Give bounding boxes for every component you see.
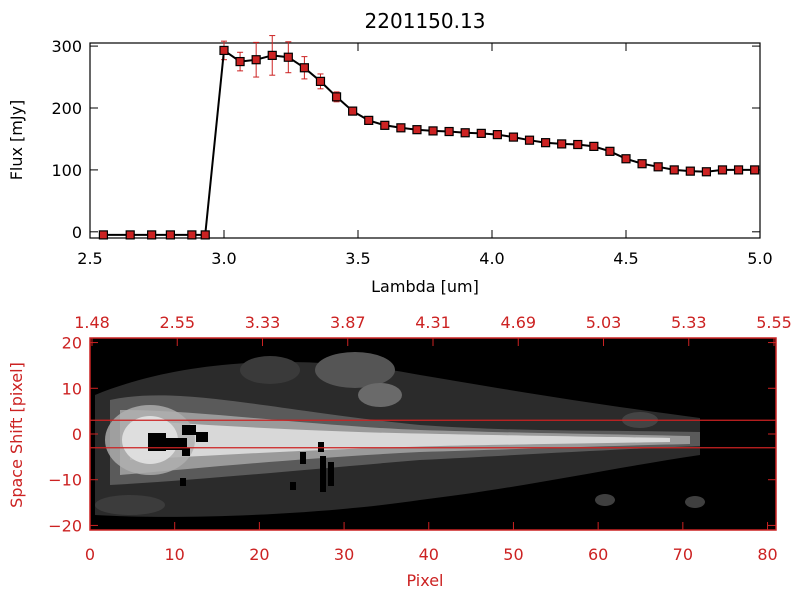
- spectrum-data-point: [717, 165, 728, 175]
- spectrum-data-point: [508, 132, 519, 142]
- spectrum-markers: [98, 45, 760, 240]
- spectral-image-y-axis-label: Space Shift [pixel]: [7, 362, 26, 508]
- spectral-image-y-ticks: −20 −10 0 10 20: [48, 334, 776, 535]
- spectrum-x-ticks: 2.5 3.0 3.5 4.0 4.5 5.0: [77, 43, 773, 268]
- spectral-image-x-tick-label: 0: [85, 545, 95, 564]
- spectral-image-y-tick-label: 20: [62, 334, 82, 353]
- spectrum-data-point: [733, 165, 744, 175]
- spectral-image-y-tick-label: 10: [62, 379, 82, 398]
- spectrum-error-bars: [221, 35, 758, 175]
- spectrum-data-point: [125, 230, 135, 240]
- spectrum-data-point: [299, 63, 309, 73]
- spectral-image-top-tick-label: 5.55: [756, 313, 792, 332]
- spectrum-data-point: [476, 128, 486, 138]
- spectral-image-x-tick-label: 30: [334, 545, 354, 564]
- spectrum-x-tick-label: 4.0: [479, 249, 504, 268]
- spectral-image-top-tick-label: 5.33: [671, 313, 707, 332]
- spectral-image-x-tick-label: 50: [503, 545, 523, 564]
- spectrum-data-point: [444, 126, 454, 137]
- spectrum-y-tick-label: 300: [51, 37, 82, 56]
- spectrum-data-point: [200, 230, 210, 240]
- spectrum-data-point: [653, 162, 663, 172]
- spectral-image-top-tick-label: 2.55: [159, 313, 195, 332]
- spectral-image-top-tick-label: 5.03: [586, 313, 622, 332]
- spectrum-y-tick-label: 100: [51, 161, 82, 180]
- spectrum-x-tick-label: 5.0: [747, 249, 772, 268]
- spectrum-x-tick-label: 3.0: [211, 249, 236, 268]
- spectrum-data-point: [412, 125, 422, 135]
- spectral-image-x-tick-label: 20: [249, 545, 269, 564]
- spectral-image-x-ticks: 0 10 20 30 40 50 60 70 80: [85, 522, 778, 564]
- spectral-image-x-axis-label: Pixel: [406, 571, 443, 590]
- spectrum-data-point: [573, 139, 583, 150]
- spectral-image-top-tick-label: 3.33: [245, 313, 281, 332]
- spectrum-data-point: [669, 165, 679, 175]
- spectral-image-y-tick-label: −10: [48, 471, 82, 490]
- spectrum-data-point: [557, 139, 567, 149]
- spectrum-data-point: [460, 128, 470, 138]
- spectrum-data-point: [315, 76, 326, 86]
- spectrum-x-tick-label: 4.5: [613, 249, 638, 268]
- spectrum-y-tick-label: 0: [72, 223, 82, 242]
- spectrum-data-point: [165, 230, 175, 240]
- spectrum-x-axis-label: Lambda [um]: [371, 277, 479, 296]
- spectrum-data-point: [396, 123, 406, 133]
- spectrum-plot-frame: [89, 42, 761, 239]
- spectrum-data-point: [364, 115, 374, 125]
- spectrum-data-point: [637, 159, 647, 169]
- spectrum-y-axis-label: Flux [mJy]: [7, 100, 26, 181]
- spectrum-data-point: [540, 138, 551, 148]
- spectrum-data-point: [348, 106, 358, 116]
- spectrum-data-point: [589, 141, 599, 151]
- spectral-image-trace: [95, 352, 705, 517]
- spectral-image-y-tick-label: −20: [48, 516, 82, 535]
- spectrum-data-point: [331, 92, 342, 102]
- spectrum-data-point: [750, 165, 760, 175]
- spectral-image-x-tick-label: 60: [588, 545, 608, 564]
- spectrum-data-point: [380, 120, 390, 130]
- spectrum-data-point: [219, 45, 229, 56]
- spectral-image-x-tick-label: 40: [419, 545, 439, 564]
- spectrum-data-point: [147, 230, 157, 240]
- spectral-image-x-tick-label: 10: [165, 545, 185, 564]
- spectrum-x-tick-label: 2.5: [77, 249, 102, 268]
- spectrum-y-ticks: 0 100 200 300: [51, 37, 760, 242]
- spectrum-y-tick-label: 200: [51, 99, 82, 118]
- spectrum-data-point: [428, 126, 438, 136]
- spectrum-x-tick-label: 3.5: [345, 249, 370, 268]
- spectrum-data-point: [267, 50, 277, 60]
- spectrum-data-point: [701, 167, 712, 177]
- spectrum-data-point: [251, 55, 261, 65]
- spectral-image-top-tick-label: 4.69: [500, 313, 536, 332]
- spectrum-data-point: [283, 52, 293, 62]
- spectrum-series-line: [103, 48, 755, 236]
- chart-title: 2201150.13: [365, 9, 486, 33]
- spectrum-data-point: [98, 230, 109, 240]
- spectral-image-top-tick-label: 1.48: [74, 313, 110, 332]
- spectrum-data-point: [235, 56, 245, 67]
- spectrum-data-point: [605, 146, 615, 156]
- spectral-image-y-tick-label: 0: [72, 425, 82, 444]
- spectrum-data-point: [524, 135, 535, 145]
- spectral-image-plot: 0 10 20 30 40 50 60 70 80 −20 −10 0 10 20 1.48 2.55 3.…: [7, 313, 792, 590]
- spectral-image-top-tick-label: 4.31: [415, 313, 451, 332]
- spectrum-plot: 2201150.13 2.5 3.0 3.5 4.0 4.5 5.0 0 100 200 300…: [7, 9, 773, 296]
- spectrum-data-point: [685, 166, 695, 176]
- spectral-image-x-tick-label: 70: [673, 545, 693, 564]
- spectral-image-top-tick-label: 3.87: [330, 313, 366, 332]
- spectrum-data-point: [187, 230, 197, 240]
- spectral-image-top-wavelength-ticks: 1.48 2.55 3.33 3.87 4.31 4.69 5.03 5.33 5.55: [74, 313, 792, 346]
- spectral-image-x-tick-label: 80: [757, 545, 777, 564]
- spectrum-data-point: [621, 154, 631, 164]
- spectrum-data-point: [492, 130, 502, 140]
